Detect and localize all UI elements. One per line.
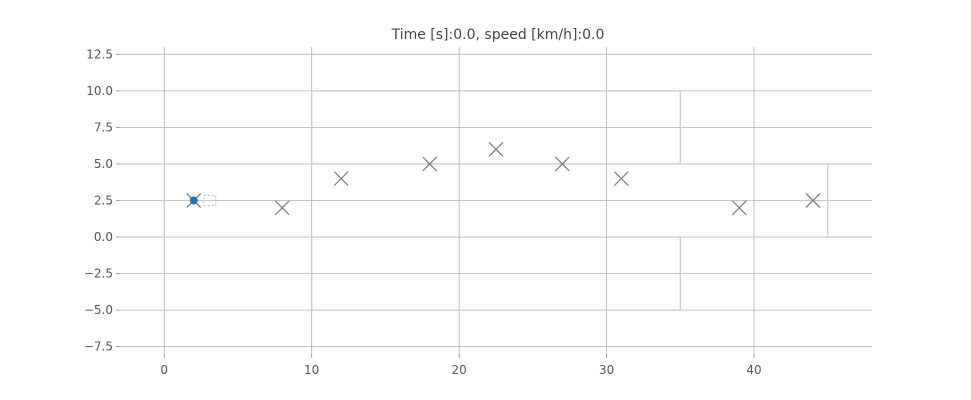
chart-title: Time [s]:0.0, speed [km/h]:0.0 bbox=[391, 27, 605, 43]
waypoint-cross-stroke bbox=[554, 156, 570, 172]
waypoint-marker bbox=[805, 193, 821, 208]
y-tick-label: 10.0 bbox=[86, 84, 113, 98]
x-tick-label: 0 bbox=[160, 363, 168, 377]
y-tick-label: −2.5 bbox=[84, 267, 113, 281]
waypoint-cross-stroke bbox=[422, 156, 438, 172]
x-tick-label: 40 bbox=[746, 363, 761, 377]
waypoint-cross-stroke bbox=[274, 200, 290, 216]
track-layer bbox=[163, 90, 829, 311]
vehicle-marker bbox=[189, 196, 198, 205]
waypoint-cross-stroke bbox=[488, 141, 504, 157]
y-tick-label: −7.5 bbox=[84, 340, 113, 354]
y-tick-label: 12.5 bbox=[86, 47, 113, 61]
waypoint-cross-stroke bbox=[731, 200, 747, 216]
grid-layer bbox=[120, 47, 872, 354]
waypoint-marker bbox=[731, 200, 747, 216]
y-tick-label: 0.0 bbox=[94, 230, 113, 244]
waypoint-cross-stroke bbox=[805, 193, 821, 208]
waypoint-marker bbox=[488, 141, 504, 157]
marker-layer bbox=[186, 141, 821, 216]
y-tick-label: −5.0 bbox=[84, 303, 113, 317]
axis-layer: 0 10 20 30 40 12.5 10.0 7.5 5.0 2.5 0.0 −2.5 −5.0 −7.… bbox=[84, 47, 762, 377]
waypoint-cross-stroke bbox=[333, 171, 349, 187]
waypoint-marker bbox=[333, 171, 349, 187]
y-tick-label: 2.5 bbox=[94, 194, 113, 208]
waypoint-marker bbox=[613, 171, 629, 187]
track-outline bbox=[163, 90, 829, 311]
waypoint-marker bbox=[554, 156, 570, 172]
x-tick-label: 10 bbox=[304, 363, 319, 377]
x-tick-label: 20 bbox=[451, 363, 466, 377]
y-tick-label: 5.0 bbox=[94, 157, 113, 171]
waypoint-marker bbox=[422, 156, 438, 172]
waypoint-cross-stroke bbox=[613, 171, 629, 187]
waypoint-marker bbox=[274, 200, 290, 216]
x-tick-label: 30 bbox=[599, 363, 614, 377]
vehicle-outline bbox=[203, 195, 217, 206]
y-tick-label: 7.5 bbox=[94, 120, 113, 134]
